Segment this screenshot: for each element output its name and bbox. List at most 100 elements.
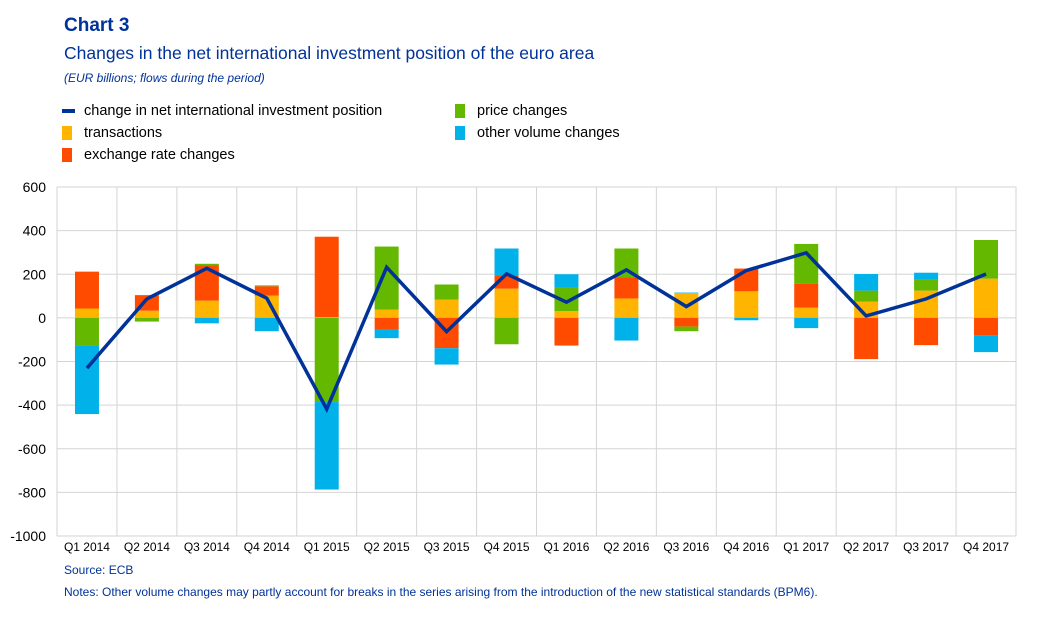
x-tick-label: Q4 2015: [484, 540, 530, 554]
bar-exchange: [974, 317, 999, 336]
bar-exchange: [554, 317, 579, 346]
bar-exchange: [314, 236, 339, 318]
x-tick-label: Q2 2014: [124, 540, 170, 554]
gridlines: [56, 186, 1017, 537]
bar-price: [254, 285, 279, 287]
bar-price: [554, 287, 579, 312]
bar-price: [134, 317, 159, 322]
bar-othervol: [494, 248, 519, 276]
y-tick-label: -200: [18, 354, 46, 370]
bar-othervol: [734, 317, 759, 321]
bar-transactions: [194, 300, 219, 318]
bar-othervol: [974, 335, 999, 353]
bar-transactions: [434, 299, 459, 318]
bar-price: [974, 240, 999, 279]
bar-exchange: [74, 271, 99, 309]
bar-transactions: [794, 307, 819, 318]
y-tick-label: 0: [38, 310, 46, 326]
bar-othervol: [914, 272, 939, 280]
footnote: Notes: Other volume changes may partly a…: [64, 585, 818, 599]
bar-exchange: [914, 317, 939, 346]
bar-exchange: [794, 283, 819, 308]
y-tick-label: -600: [18, 441, 46, 457]
bar-othervol: [554, 274, 579, 288]
legend-swatch: [455, 126, 465, 140]
bar-othervol: [134, 294, 159, 296]
bar-transactions: [974, 278, 999, 318]
bar-exchange: [254, 286, 279, 296]
chart-title: Changes in the net international investm…: [64, 43, 595, 63]
bar-price: [854, 290, 879, 302]
bar-transactions: [74, 308, 99, 318]
y-tick-label: -1000: [10, 528, 46, 544]
bar-othervol: [674, 292, 699, 294]
bar-transactions: [314, 317, 339, 318]
x-axis: Q1 2014 Q2 2014 Q3 2014 Q4 2014 Q1 2015 Q2 20…: [64, 540, 1009, 554]
bar-transactions: [614, 298, 639, 318]
bar-price: [914, 279, 939, 291]
bar-othervol: [374, 329, 399, 339]
bar-transactions: [374, 309, 399, 318]
bar-othervol: [614, 317, 639, 341]
legend-label: price changes: [477, 103, 568, 119]
x-tick-label: Q4 2014: [244, 540, 290, 554]
bar-othervol: [314, 402, 339, 490]
x-tick-label: Q4 2017: [963, 540, 1009, 554]
x-tick-label: Q1 2016: [543, 540, 589, 554]
bar-othervol: [794, 317, 819, 329]
legend-label: exchange rate changes: [84, 147, 235, 163]
legend-swatch: [62, 148, 72, 162]
bar-othervol: [254, 317, 279, 332]
y-axis: 600 400 200 0 -200 -400 -600 -800 -1000: [10, 179, 46, 544]
legend-item-transactions: transactions: [62, 125, 162, 141]
bar-price: [194, 263, 219, 266]
bar-transactions: [494, 288, 519, 318]
legend-swatch: [455, 104, 465, 118]
x-tick-label: Q3 2016: [663, 540, 709, 554]
legend-item-exchange: exchange rate changes: [62, 147, 235, 163]
y-tick-label: -400: [18, 397, 46, 413]
legend-label: transactions: [84, 125, 163, 141]
legend-item-niip: change in net international investment p…: [62, 103, 382, 119]
x-tick-label: Q1 2015: [304, 540, 350, 554]
bar-price: [74, 317, 99, 346]
bar-exchange: [614, 277, 639, 299]
bar-othervol: [854, 274, 879, 291]
legend-label: other volume changes: [477, 125, 620, 141]
bar-transactions: [554, 311, 579, 318]
y-tick-label: 400: [23, 223, 47, 239]
x-tick-label: Q3 2015: [424, 540, 470, 554]
bar-exchange: [854, 317, 879, 360]
bar-exchange: [674, 317, 699, 327]
bar-othervol: [194, 317, 219, 324]
line-niip: [85, 250, 987, 414]
x-tick-label: Q2 2015: [364, 540, 410, 554]
x-tick-label: Q3 2017: [903, 540, 949, 554]
bar-othervol: [434, 348, 459, 365]
bar-transactions: [134, 310, 159, 318]
x-tick-label: Q2 2016: [603, 540, 649, 554]
x-tick-label: Q4 2016: [723, 540, 769, 554]
legend-label: change in net international investment p…: [84, 103, 383, 119]
x-tick-label: Q1 2017: [783, 540, 829, 554]
bar-exchange: [374, 317, 399, 330]
niip-line: [85, 250, 987, 414]
bar-exchange: [194, 265, 219, 301]
y-tick-label: 200: [23, 266, 47, 282]
bar-price: [434, 284, 459, 300]
bar-price: [494, 317, 519, 345]
x-tick-label: Q3 2014: [184, 540, 230, 554]
x-tick-label: Q2 2017: [843, 540, 889, 554]
legend: change in net international investment p…: [62, 103, 702, 167]
legend-line-swatch: [62, 109, 75, 113]
chart-number: Chart 3: [64, 15, 130, 36]
bar-price: [674, 326, 699, 332]
y-tick-label: -800: [18, 484, 46, 500]
x-tick-label: Q1 2014: [64, 540, 110, 554]
legend-swatch: [62, 126, 72, 140]
y-tick-label: 600: [23, 179, 47, 195]
legend-item-othervol: other volume changes: [455, 125, 620, 141]
bar-transactions: [734, 291, 759, 318]
chart-subtitle: (EUR billions; flows during the period): [64, 71, 265, 85]
